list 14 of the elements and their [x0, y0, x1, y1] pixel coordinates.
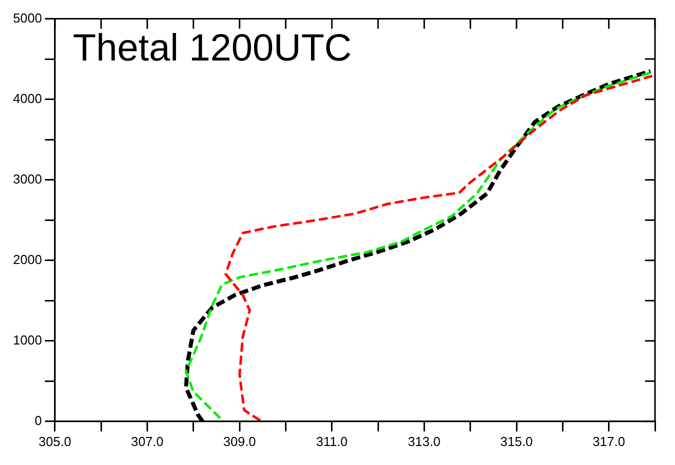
- x-tick-label: 309.0: [223, 434, 256, 449]
- x-tick-label: 315.0: [500, 434, 533, 449]
- x-tick-label: 317.0: [592, 434, 626, 449]
- x-tick-label: 313.0: [408, 434, 440, 449]
- y-tick-label: 1000: [13, 332, 42, 348]
- y-tick-label: 0: [34, 412, 42, 428]
- x-tick-label: 305.0: [38, 434, 72, 449]
- y-tick-label: 2000: [13, 252, 42, 267]
- y-tick-label: 5000: [13, 10, 42, 26]
- y-tick-label: 4000: [13, 90, 42, 106]
- x-tick-label: 307.0: [130, 434, 164, 449]
- y-tick-label: 3000: [13, 171, 42, 186]
- chart-title: Thetal 1200UTC: [72, 27, 352, 70]
- x-tick-label: 311.0: [316, 434, 348, 449]
